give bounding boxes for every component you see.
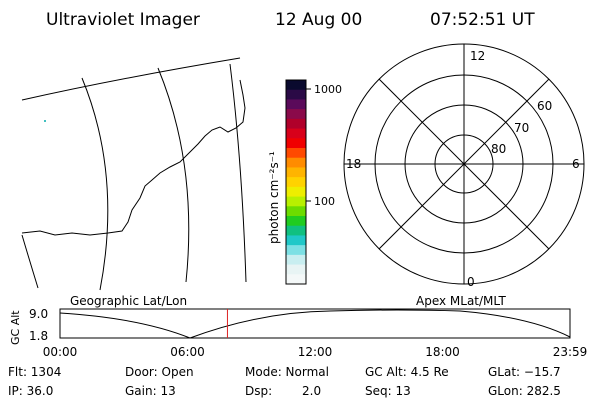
map-longitude-line (21, 234, 39, 289)
alt-plot-frame (59, 308, 571, 339)
map-latitude-line (21, 57, 241, 101)
alt-plot-ytick-top: 9.0 (29, 307, 48, 321)
colorbar-segment (286, 225, 306, 236)
mlt-label-0: 0 (467, 275, 475, 289)
info-glat: GLat: −15.7 (488, 365, 561, 379)
alt-plot-curve (59, 309, 571, 339)
map-coastline (21, 79, 246, 236)
colorbar-segment (286, 80, 306, 91)
colorbar-frame (285, 79, 307, 285)
colorbar-segment (286, 245, 306, 256)
alt-plot-left-title: Geographic Lat/Lon (70, 294, 187, 308)
alt-plot-x-ticks: 00:00 06:00 12:00 18:00 23:59 (43, 345, 588, 359)
colorbar-segment (286, 109, 306, 120)
observation-date: 12 Aug 00 (275, 10, 362, 30)
info-glon: GLon: 282.5 (488, 384, 561, 398)
colorbar-segment (286, 99, 306, 110)
colorbar-segment (286, 186, 306, 198)
colorbar-tick-label-1000: 1000 (314, 83, 342, 96)
colorbar-unit-label: photon cm⁻²s⁻¹ (267, 151, 281, 244)
alt-plot-right-title: Apex MLat/MLT (416, 294, 506, 308)
colorbar-segment (286, 196, 306, 207)
colorbar-segment (286, 177, 306, 188)
map-speck (44, 120, 46, 122)
mlat-label-80: 80 (491, 142, 506, 156)
colorbar: 1000 100 photon cm⁻²s⁻¹ (267, 79, 342, 285)
colorbar-segment (286, 206, 306, 217)
colorbar-segment (286, 138, 306, 149)
geographic-map (21, 57, 247, 291)
info-gc-alt: GC Alt: 4.5 Re (365, 365, 449, 379)
alt-plot-ytick-bottom: 1.8 (29, 329, 48, 343)
alt-plot-x-tick-label: 23:59 (553, 345, 588, 359)
alt-plot-y-label: GC Alt (9, 310, 22, 345)
alt-plot-x-tick-label: 18:00 (425, 345, 460, 359)
colorbar-segment (286, 128, 306, 139)
colorbar-segment (286, 274, 306, 285)
polar-plot (343, 43, 585, 285)
mlt-label-6: 6 (572, 157, 580, 171)
info-block: Flt: 1304 IP: 36.0 Door: Open Gain: 13 M… (8, 365, 561, 398)
info-flt: Flt: 1304 (8, 365, 61, 379)
colorbar-segment (286, 216, 306, 227)
colorbar-segment (286, 89, 306, 100)
polar-diagonal (378, 78, 550, 250)
info-dsp-value: 2.0 (302, 384, 321, 398)
alt-plot-x-tick-label: 00:00 (43, 345, 78, 359)
info-mode: Mode: Normal (245, 365, 329, 379)
mlat-label-70: 70 (514, 121, 529, 135)
colorbar-segment (286, 254, 306, 266)
info-gain: Gain: 13 (125, 384, 176, 398)
info-ip: IP: 36.0 (8, 384, 53, 398)
map-longitude-line (81, 77, 109, 291)
mlat-label-60: 60 (537, 99, 552, 113)
map-longitude-line (157, 67, 190, 283)
instrument-title: Ultraviolet Imager (46, 10, 200, 30)
colorbar-segment (286, 167, 306, 178)
observation-time: 07:52:51 UT (430, 10, 535, 30)
alt-plot-x-tick-label: 06:00 (170, 345, 205, 359)
colorbar-segment (286, 264, 306, 275)
alt-plot-x-tick-label: 12:00 (298, 345, 333, 359)
colorbar-segment (286, 157, 306, 168)
colorbar-segment (286, 235, 306, 246)
colorbar-segment (286, 148, 306, 159)
info-seq: Seq: 13 (365, 384, 411, 398)
colorbar-segment (286, 118, 306, 130)
info-door: Door: Open (125, 365, 194, 379)
mlt-label-12: 12 (470, 49, 485, 63)
info-dsp-label: Dsp: (245, 384, 272, 398)
colorbar-tick-label-100: 100 (314, 195, 335, 208)
map-longitude-line (229, 63, 247, 283)
mlt-label-18: 18 (346, 157, 361, 171)
colorbar-segments (286, 80, 306, 285)
